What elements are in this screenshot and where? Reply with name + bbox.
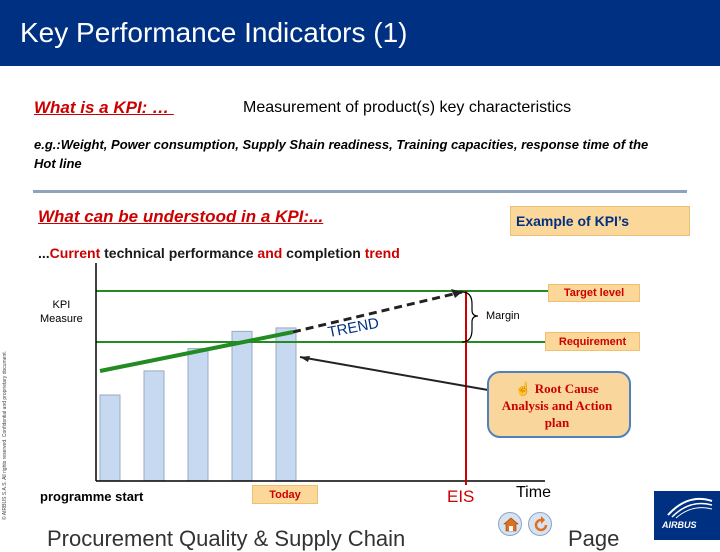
- kpi-definition: Measurement of product(s) key characteri…: [243, 99, 572, 116]
- slide-title: Key Performance Indicators (1): [20, 17, 408, 48]
- kpi-question: What is a KPI: …: [34, 98, 174, 117]
- home-icon: [503, 517, 519, 532]
- understood-title: What can be understood in a KPI:...: [38, 207, 324, 226]
- kpi-examples: e.g.:Weight, Power consumption, Supply S…: [34, 137, 649, 171]
- trend-line-projected: [292, 290, 463, 334]
- requirement-tag: Requirement: [545, 332, 640, 351]
- callout-arrow-line: [299, 356, 489, 391]
- airbus-logo: AIRBUS: [654, 491, 720, 540]
- target-level-tag: Target level: [548, 284, 640, 302]
- kpi-diagram: TREND: [95, 263, 640, 485]
- kpi-measure-label: KPI Measure: [40, 298, 83, 326]
- eis-label: EIS: [447, 487, 475, 506]
- margin-brace: [461, 291, 479, 343]
- trend-current-word: Current: [49, 245, 101, 261]
- trend-prefix: ...: [38, 245, 50, 261]
- airbus-logo-text: AIRBUS: [662, 520, 697, 530]
- today-tag: Today: [252, 485, 318, 504]
- kpi-bar-2: [143, 370, 165, 482]
- trend-line-actual: [99, 330, 294, 373]
- trend-label: TREND: [326, 315, 380, 342]
- root-cause-text: Root Cause Analysis and Action plan: [501, 381, 613, 430]
- kpi-measure-line2: Measure: [40, 313, 83, 325]
- pointing-hand-icon: ☝: [515, 381, 532, 396]
- section-divider: [33, 190, 687, 193]
- footer-text: Procurement Quality & Supply Chain: [47, 526, 406, 551]
- trend-arrow-head: [451, 289, 462, 298]
- callout-arrow-head: [300, 356, 310, 362]
- slide-header: Key Performance Indicators (1): [0, 0, 720, 66]
- callout-box: [487, 371, 631, 438]
- kpi-bar-3: [187, 348, 209, 482]
- bars-group: [99, 327, 297, 482]
- trend-subtitle: ...Current technical performance and com…: [38, 245, 400, 261]
- trend-mid2: completion: [282, 245, 365, 261]
- root-cause-callout: ☝ Root Cause Analysis and Action plan: [496, 380, 618, 431]
- margin-label: Margin: [486, 310, 520, 322]
- back-button[interactable]: [528, 512, 552, 536]
- airbus-swirl-icon: [667, 497, 713, 519]
- trend-word: trend: [364, 245, 400, 261]
- home-button[interactable]: [498, 512, 522, 536]
- back-icon: [534, 516, 548, 532]
- kpi-bar-1: [99, 394, 121, 482]
- copyright-note: © AIRBUS S.A.S. All rights reserved. Con…: [2, 350, 8, 520]
- kpi-measure-line1: KPI: [52, 299, 71, 311]
- time-axis-label: Time: [516, 484, 551, 501]
- programme-start-label: programme start: [40, 489, 144, 504]
- kpi-bar-4: [231, 330, 253, 482]
- kpi-bar-5: [275, 327, 297, 482]
- trend-and-word: and: [257, 245, 283, 261]
- example-box: Example of KPI’s: [510, 206, 690, 236]
- footer-page: Page: [568, 526, 620, 551]
- trend-mid1: technical performance: [100, 245, 258, 261]
